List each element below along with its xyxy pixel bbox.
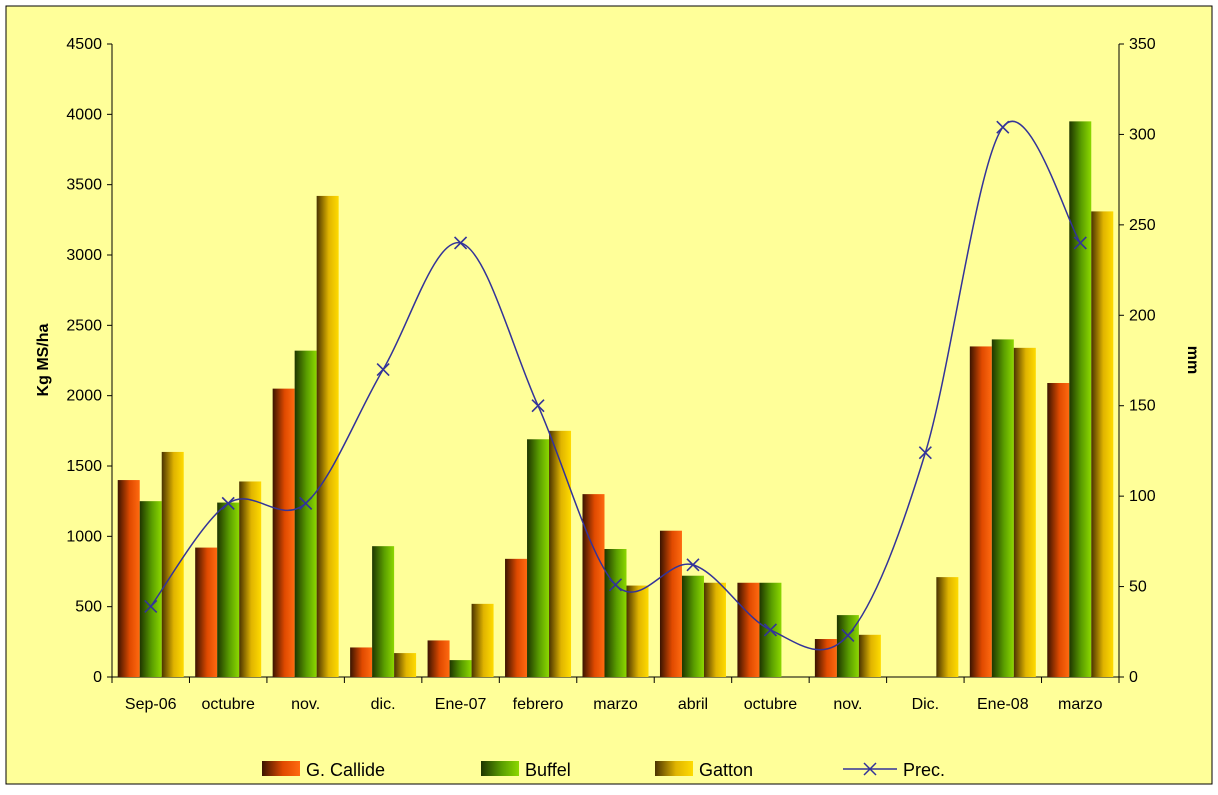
y2-tick-label: 200 [1129,307,1156,324]
bar-gatton [161,451,184,677]
prec-point [221,496,235,510]
legend-swatch-prec [843,762,897,776]
x-tick-label: Dic. [912,696,940,713]
y-tick-label: 4500 [66,36,102,53]
bar-callide [117,480,140,677]
y2-tick-label: 100 [1129,488,1156,505]
prec-point [376,362,390,377]
bar-callide [350,647,373,677]
prec-point [144,599,158,614]
y-tick-label: 2500 [66,317,102,334]
prec-point [841,628,855,642]
x-tick-label: Ene-07 [435,696,487,713]
bar-callide [505,558,528,677]
prec-point [608,578,623,592]
x-tick-label: marzo [1058,696,1103,713]
legend-swatch-gatton [655,761,693,776]
prec-point [531,399,545,413]
prec-line [150,120,1081,651]
y2-tick-label: 0 [1129,669,1138,686]
prec-point [686,558,700,572]
bar-buffel [527,439,550,677]
bar-gatton [394,653,417,677]
bar-gatton [239,481,262,677]
y2-axis-title: mm [1184,346,1201,374]
bar-callide [659,530,682,677]
prec-point [1073,236,1087,250]
bar-callide [427,640,450,677]
legend: G. Callide Buffel Gatton Prec. [262,760,945,780]
y2-tick-label: 300 [1129,126,1156,143]
bar-callide [195,547,218,677]
bar-buffel [294,350,317,677]
x-tick-label: octubre [744,696,797,713]
y-tick-label: 3000 [66,247,102,264]
prec-point [996,120,1010,134]
y-axis-title: Kg MS/ha [35,323,52,396]
x-tick-label: marzo [593,696,638,713]
bar-gatton [1091,211,1114,678]
x-tick-label: dic. [371,696,396,713]
bar-gatton [1013,347,1036,677]
bar-gatton [316,195,339,678]
bar-gatton [936,577,959,677]
y-tick-label: 4000 [66,106,102,123]
y-tick-label: 500 [75,599,102,616]
y2-tick-label: 350 [1129,36,1156,53]
legend-label-gatton: Gatton [699,760,753,780]
x-tick-label: febrero [513,696,564,713]
bar-buffel [604,548,627,677]
y-tick-label: 1500 [66,458,102,475]
y-tick-label: 2000 [66,388,102,405]
x-tick-label: Sep-06 [125,696,177,713]
y2-tick-label: 150 [1129,398,1156,415]
legend-label-buffel: Buffel [525,760,571,780]
prec-point [299,496,313,510]
bar-buffel [139,501,162,677]
bar-callide [582,494,605,677]
bar-gatton [703,582,726,677]
x-tick-label: nov. [291,696,320,713]
legend-swatch-buffel [481,761,519,776]
legend-label-prec: Prec. [903,760,945,780]
bar-buffel [449,660,472,677]
bar-gatton [626,585,649,677]
prec-point [918,446,932,460]
bar-buffel [991,339,1014,677]
bar-gatton [858,634,881,677]
prec-point [763,623,777,637]
bar-buffel [372,546,395,677]
legend-swatch-callide [262,761,300,776]
bar-buffel [681,575,704,677]
y-tick-label: 0 [93,669,102,686]
y-tick-label: 3500 [66,177,102,194]
x-tick-label: Ene-08 [977,696,1029,713]
bar-gatton [471,603,494,677]
y2-tick-label: 250 [1129,217,1156,234]
bar-callide [969,346,992,677]
bar-callide [737,582,760,677]
plot-area: 0 500 1000 1500 2000 2500 3000 3500 4000 4500 0 50 1… [66,36,1155,713]
bar-buffel [1069,121,1092,677]
prec-point [454,236,468,250]
bar-callide [272,388,295,677]
bar-callide [814,639,837,677]
y-tick-label: 1000 [66,528,102,545]
bar-gatton [549,430,572,677]
x-tick-label: octubre [202,696,255,713]
bar-buffel [217,502,240,677]
legend-label-callide: G. Callide [306,760,385,780]
bar-callide [1047,383,1070,677]
x-tick-label: nov. [833,696,862,713]
x-tick-label: abril [678,696,708,713]
y2-tick-label: 50 [1129,579,1147,596]
